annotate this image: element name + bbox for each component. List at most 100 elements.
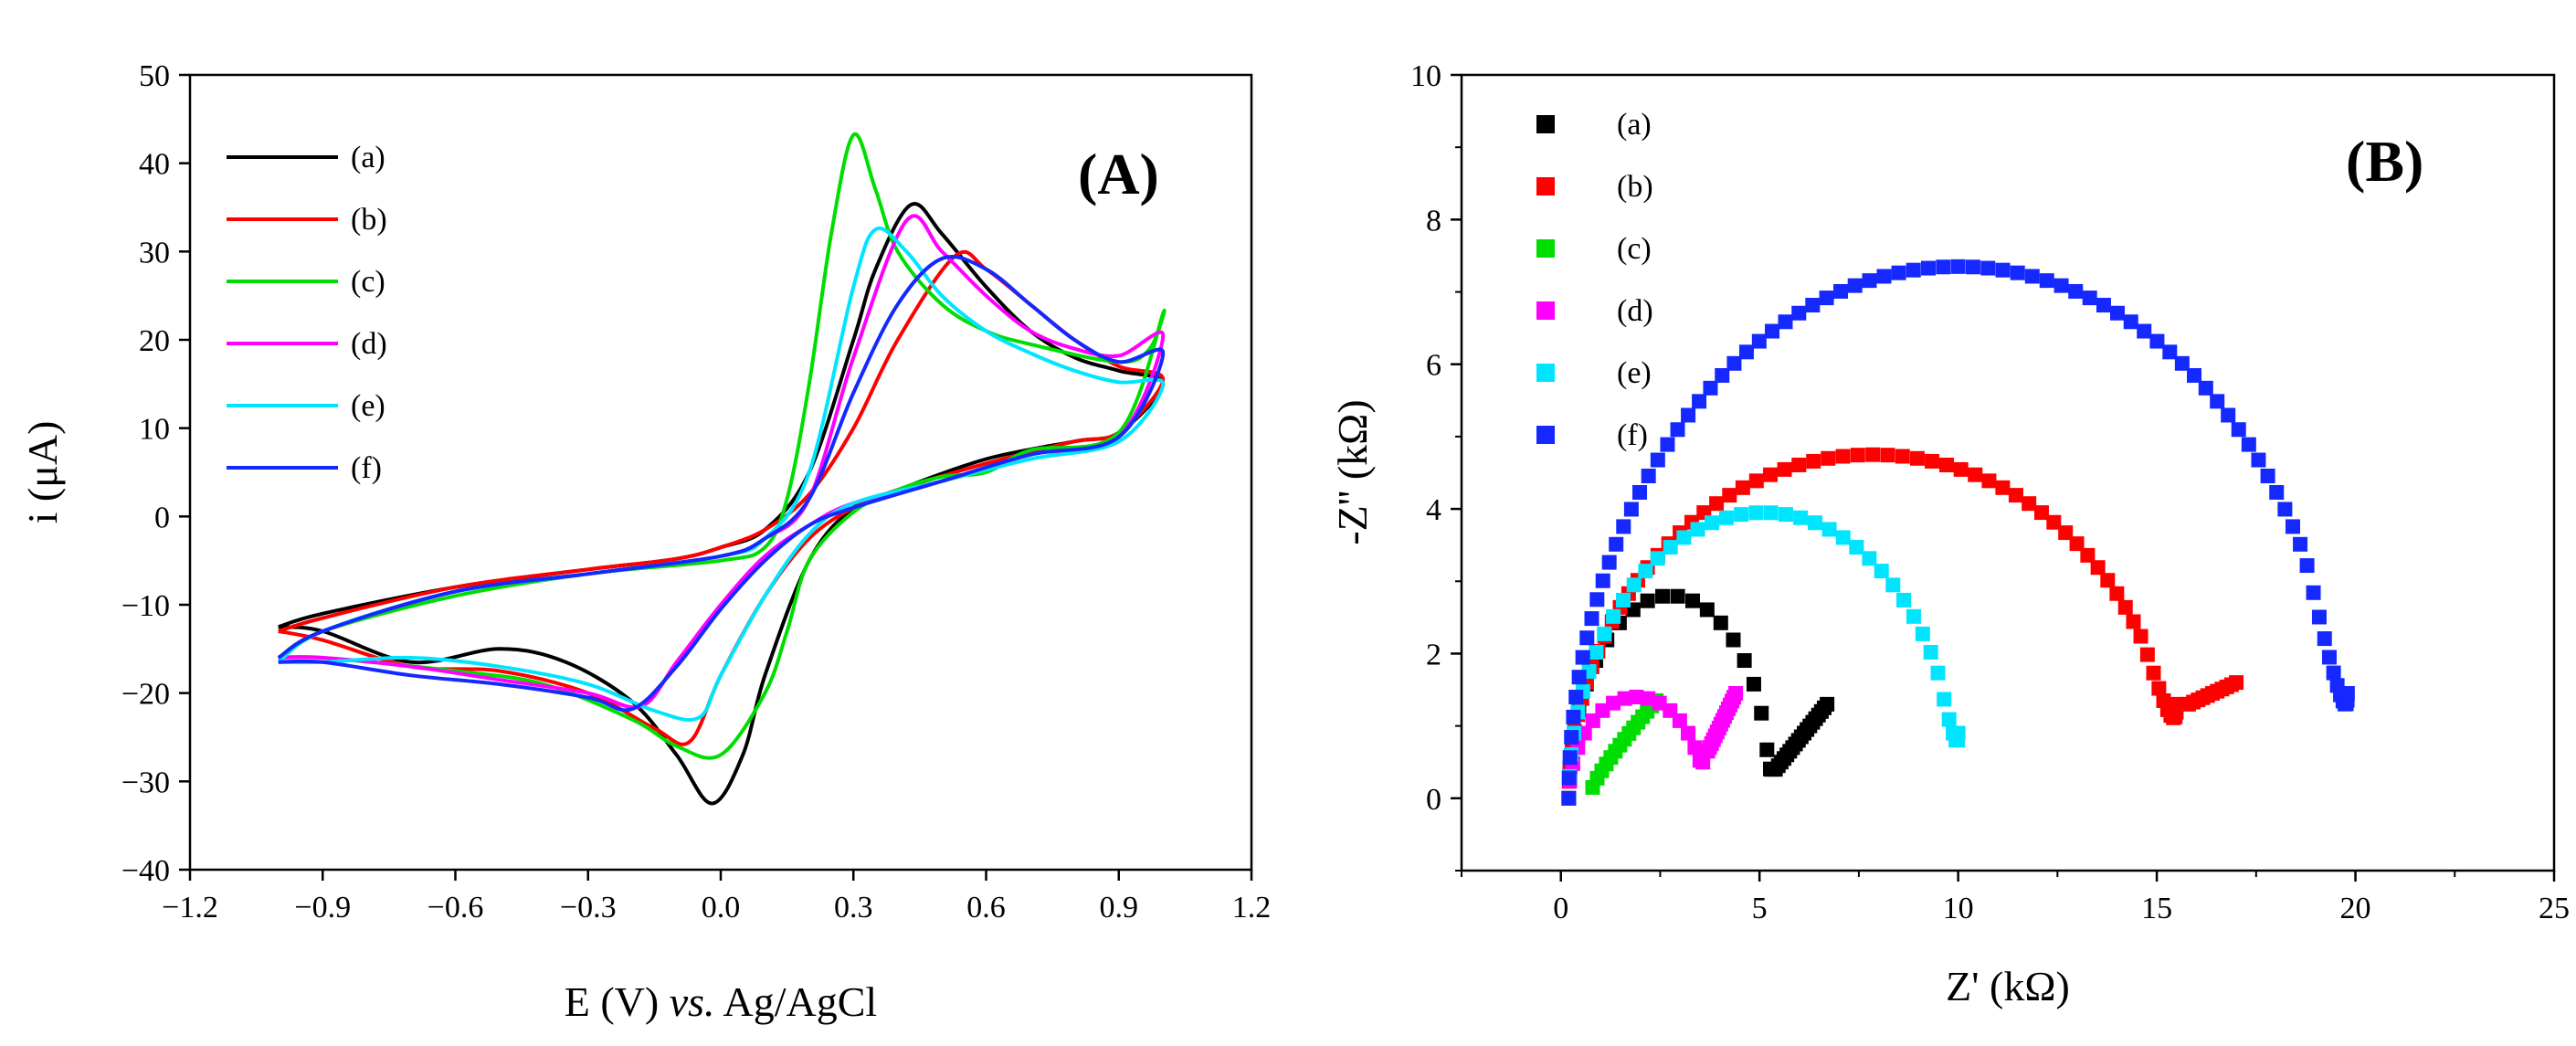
panel-a-y-tick-label: 30 (139, 236, 170, 269)
panel-a-label: (A) (1078, 142, 1159, 206)
panel-b-point-e (1896, 592, 1912, 608)
panel-b-point-e (1923, 644, 1938, 660)
panel-a-y-tick-label: −30 (121, 766, 170, 799)
panel-b-point-f (2339, 686, 2355, 702)
panel-b-point-b (2058, 525, 2074, 541)
panel-b-point-b (2090, 560, 2106, 576)
panel-a-y-tick-label: −10 (121, 589, 170, 623)
panel-b-point-e (1862, 551, 1877, 566)
panel-b-point-a (1759, 742, 1775, 757)
panel-b-point-f (1589, 592, 1605, 608)
panel-b-point-b (2169, 696, 2184, 712)
panel-b-point-b (1895, 449, 1910, 464)
panel-b-point-e (1950, 725, 1966, 741)
panel-b-y-tick-label: 2 (1426, 638, 1441, 671)
panel-b-point-a (1640, 593, 1655, 608)
panel-b-point-d (1672, 713, 1687, 728)
panel-b-point-b (1850, 448, 1865, 463)
panel-b-point-f (1791, 305, 1807, 321)
panel-a-curve-a (278, 202, 1166, 806)
panel-b-point-f (1692, 394, 1707, 409)
panel-b-point-b (1953, 461, 1969, 477)
panel-a-y-tick-label: −20 (121, 678, 170, 712)
panel-b-point-f (1980, 260, 1996, 276)
panel-b-point-f (2123, 314, 2138, 330)
panel-b-point-f (1568, 690, 1584, 705)
panel-a-x-tick-label: −1.2 (162, 891, 218, 924)
panel-b-point-f (1819, 291, 1834, 306)
panel-b-points (1561, 259, 2355, 806)
panel-a-x-axis-label: E (V) vs. Ag/AgCl (565, 978, 877, 1025)
panel-b-point-a (1713, 615, 1728, 630)
panel-b-point-e (1638, 564, 1653, 579)
panel-b-point-b (1777, 461, 1792, 477)
panel-b-point-b (1968, 467, 1983, 482)
panel-b-point-f (2277, 502, 2293, 517)
panel-b-point-f (1564, 730, 1579, 745)
panel-b-point-e (1849, 540, 1864, 555)
panel-b-point-f (1965, 259, 1980, 275)
panel-a-x-ticks: −1.2 −0.9 −0.6 −0.3 0.0 0.3 0.6 0.9 1.2 (162, 870, 1271, 924)
panel-b-point-a (1655, 588, 1671, 604)
panel-b-point-b (2146, 665, 2161, 681)
panel-b-point-f (1681, 407, 1696, 423)
panel-a-legend-label-c: (c) (351, 265, 385, 299)
panel-b-x-tick-label: 10 (1943, 892, 1974, 925)
panel-b-point-b (1925, 453, 1940, 469)
panel-a-x-tick-label: 1.2 (1232, 891, 1272, 924)
panel-b-point-b (2117, 599, 2133, 615)
panel-b-point-f (1562, 750, 1578, 766)
panel-b-point-e (1748, 505, 1764, 521)
panel-a-y-ticks: −40 −30 −20 −10 0 10 20 30 40 50 (121, 59, 190, 888)
panel-b-point-f (1805, 298, 1821, 313)
panel-b-point-f (1632, 484, 1648, 500)
panel-b-point-a (1726, 632, 1741, 648)
panel-b-point-e (1763, 505, 1779, 521)
panel-b-point-b (1821, 450, 1836, 466)
panel-b-point-f (1616, 519, 1631, 534)
panel-b-x-tick-label: 0 (1553, 892, 1568, 925)
panel-b-point-b (1865, 447, 1881, 462)
panel-a-curves (277, 132, 1167, 806)
panel-b-point-f (2010, 265, 2025, 280)
panel-b-point-b (2133, 629, 2148, 644)
panel-b-point-f (2109, 305, 2125, 321)
panel-b-point-d (1641, 691, 1656, 706)
panel-b-point-a (1746, 676, 1761, 692)
panel-b-legend-label-b: (b) (1617, 170, 1653, 204)
panel-a-y-tick-label: −40 (121, 854, 170, 888)
panel-b-point-f (2198, 380, 2213, 396)
panel-b-point-e (1807, 515, 1822, 531)
panel-b-x-axis-label: Z' (kΩ) (1946, 963, 2070, 1009)
panel-b-x-ticks: 0 5 10 15 20 25 (1461, 871, 2570, 925)
panel-b-point-f (1571, 670, 1587, 685)
panel-a-legend-label-d: (d) (351, 327, 387, 361)
panel-b-point-e (1941, 712, 1957, 727)
panel-b-point-f (1833, 283, 1849, 299)
panel-b-point-f (1579, 630, 1595, 646)
panel-b-point-a (1685, 593, 1701, 608)
panel-b-point-a (1699, 602, 1715, 618)
panel-b-legend-swatch-a (1536, 115, 1555, 133)
panel-b-point-b (1709, 496, 1725, 512)
panel-b-point-b (2151, 681, 2167, 696)
panel-a: −1.2 −0.9 −0.6 −0.3 0.0 0.3 0.6 0.9 1.2 −40 −30 −2… (19, 59, 1271, 1025)
panel-b-point-f (1561, 770, 1577, 786)
panel-a-curve-c (277, 132, 1167, 760)
panel-b-point-f (2311, 609, 2327, 625)
panel-b-y-tick-label: 10 (1410, 59, 1441, 93)
panel-b-point-e (1650, 551, 1665, 566)
panel-b-point-e (1778, 507, 1793, 523)
panel-b-point-e (1676, 530, 1692, 545)
panel-b-legend-label-d: (d) (1617, 294, 1653, 328)
panel-b-point-b (1763, 467, 1779, 482)
panel-b-point-e (1930, 665, 1946, 681)
panel-a-y-tick-label: 10 (139, 413, 170, 447)
panel-b-point-f (1575, 650, 1590, 665)
panel-b-point-d (1617, 691, 1632, 706)
panel-b-point-e (1821, 522, 1837, 537)
panel-a-legend-label-f: (f) (351, 451, 382, 485)
panel-a-curve-e (277, 226, 1166, 723)
panel-a-x-tick-label: −0.3 (560, 891, 617, 924)
panel-b-point-f (2317, 631, 2332, 647)
